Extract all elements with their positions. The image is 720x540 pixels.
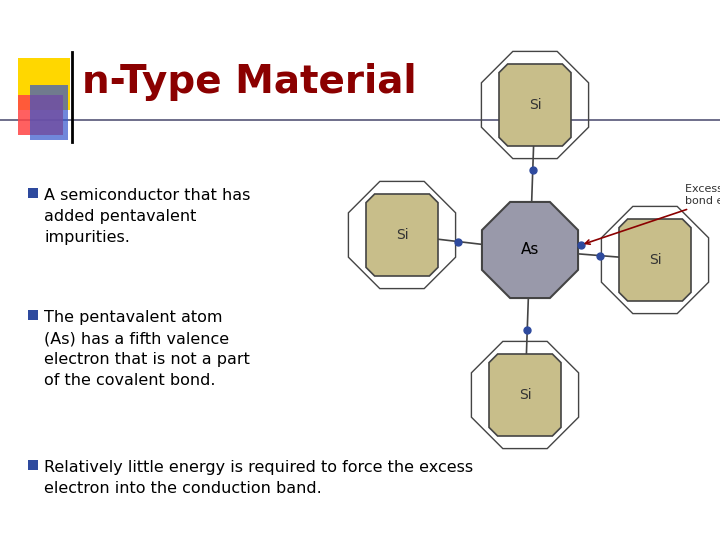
Bar: [28, 310, 38, 320]
Bar: [18, 95, 63, 135]
Text: Excess covalent
bond electron: Excess covalent bond electron: [585, 184, 720, 244]
Text: The pentavalent atom
(As) has a fifth valence
electron that is not a part
of the: The pentavalent atom (As) has a fifth va…: [44, 310, 250, 388]
Text: As: As: [521, 242, 539, 258]
Text: Si: Si: [649, 253, 661, 267]
Bar: [18, 58, 70, 110]
Polygon shape: [482, 202, 578, 298]
Bar: [30, 85, 68, 140]
Polygon shape: [619, 219, 691, 301]
Text: Relatively little energy is required to force the excess
electron into the condu: Relatively little energy is required to …: [44, 460, 473, 496]
Polygon shape: [489, 354, 561, 436]
Polygon shape: [499, 64, 571, 146]
Text: Si: Si: [518, 388, 531, 402]
Text: Si: Si: [528, 98, 541, 112]
Text: A semiconductor that has
added pentavalent
impurities.: A semiconductor that has added pentavale…: [44, 188, 251, 245]
Text: Si: Si: [396, 228, 408, 242]
Bar: [28, 460, 38, 470]
Polygon shape: [366, 194, 438, 276]
Text: n-Type Material: n-Type Material: [82, 63, 417, 101]
Bar: [28, 188, 38, 198]
